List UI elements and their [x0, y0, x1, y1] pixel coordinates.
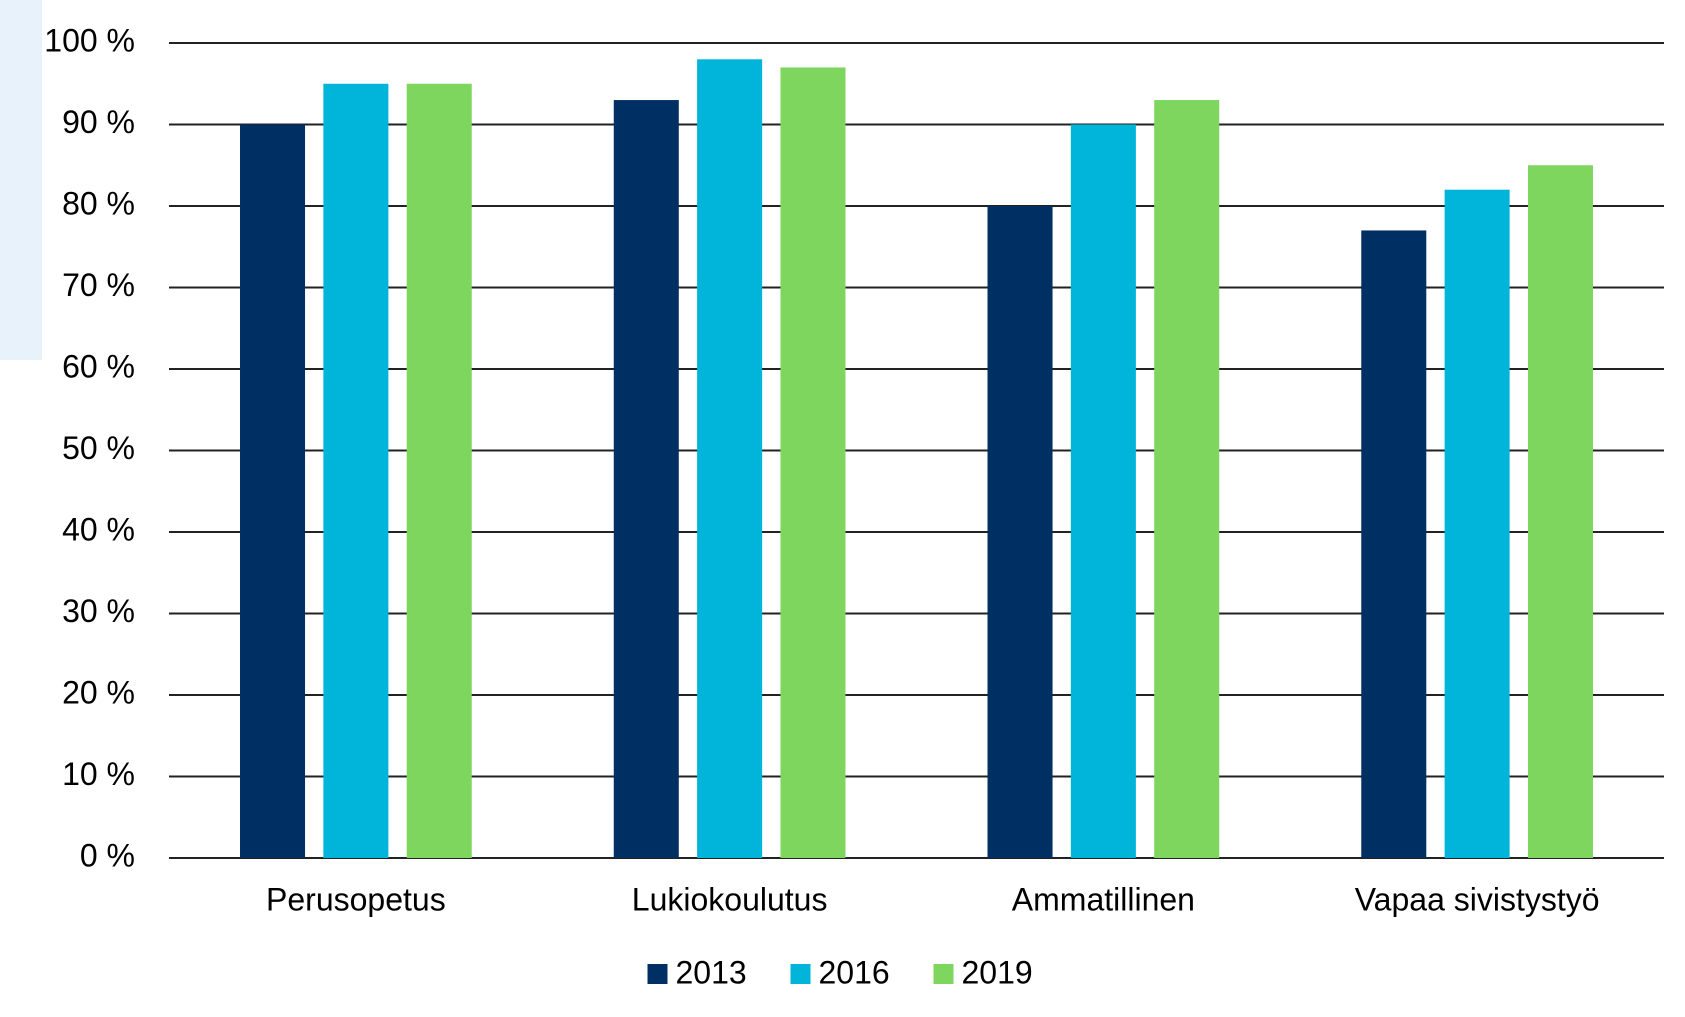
x-tick-label: Vapaa sivistystyö: [1355, 881, 1600, 917]
y-tick-label: 50 %: [62, 430, 135, 466]
y-tick-label: 0 %: [80, 837, 135, 873]
y-tick-label: 90 %: [62, 104, 135, 140]
bar: [1070, 124, 1136, 858]
legend-label: 2019: [962, 954, 1033, 990]
y-tick-label: 10 %: [62, 756, 135, 792]
bar: [613, 100, 679, 859]
bar: [1361, 230, 1427, 858]
legend-swatch: [933, 964, 954, 984]
y-tick-label: 80 %: [62, 185, 135, 221]
bar: [780, 67, 846, 858]
y-tick-label: 70 %: [62, 267, 135, 303]
y-tick-label: 30 %: [62, 593, 135, 629]
bar: [406, 83, 472, 858]
x-tick-label: Ammatillinen: [1012, 881, 1195, 917]
x-tick-label: Lukiokoulutus: [632, 881, 828, 917]
y-tick-label: 100 %: [44, 22, 135, 58]
bar: [1444, 189, 1510, 858]
legend-swatch: [647, 964, 668, 984]
bar: [240, 124, 306, 858]
x-tick-label: Perusopetus: [266, 881, 446, 917]
bar: [1154, 100, 1220, 859]
y-tick-label: 40 %: [62, 511, 135, 547]
legend-label: 2013: [676, 954, 747, 990]
y-tick-label: 60 %: [62, 348, 135, 384]
bar: [323, 83, 389, 858]
legend-label: 2016: [819, 954, 890, 990]
bar: [1527, 165, 1593, 858]
y-tick-label: 20 %: [62, 674, 135, 710]
legend-swatch: [790, 964, 811, 984]
bar: [697, 59, 763, 859]
side-strip: [0, 0, 42, 360]
bar: [987, 206, 1053, 858]
